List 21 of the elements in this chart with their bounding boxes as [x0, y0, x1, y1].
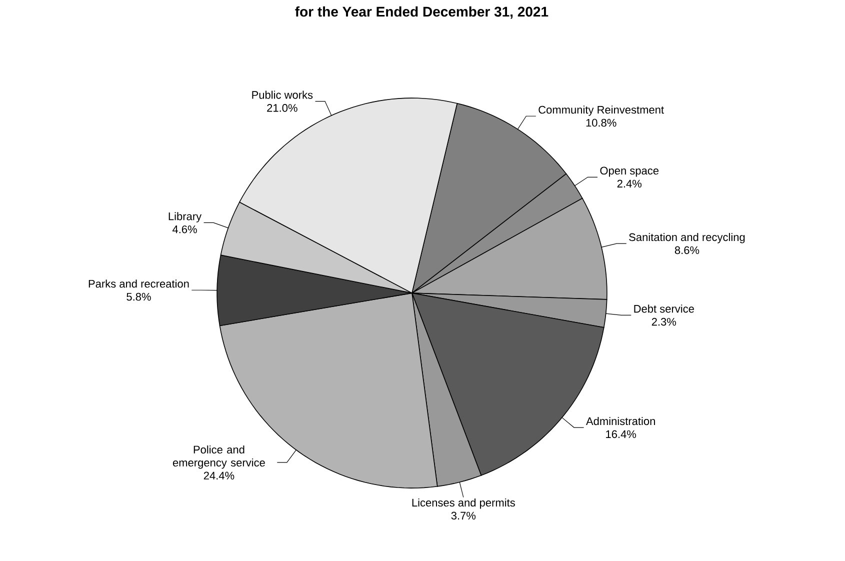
data-label: 10.8%: [586, 118, 616, 127]
slice-label: Licenses and permits: [412, 498, 515, 509]
data-label: 5.8%: [126, 292, 151, 301]
slice-label: Sanitation and recycling: [629, 233, 745, 244]
data-label: 2.4%: [617, 180, 642, 188]
data-label: 4.6%: [172, 225, 197, 234]
data-label: 16.4%: [606, 430, 636, 438]
data-label: 8.6%: [674, 246, 700, 254]
data-label: 24.4%: [204, 472, 234, 480]
slice-label: Debt service: [634, 304, 694, 313]
slice-label: Community Reinvestment: [538, 106, 664, 116]
slice-label: Public works: [252, 90, 313, 99]
slice-label: Library: [168, 212, 202, 222]
slice-label: Open space: [600, 166, 659, 177]
slice-label: Parks and recreation: [88, 280, 189, 288]
data-label: 21.0%: [267, 104, 298, 112]
data-label: 3.7%: [451, 512, 476, 520]
data-label: 2.3%: [652, 318, 676, 326]
slice-label: Administration: [586, 416, 655, 426]
slice-label: Police and emergency service: [172, 445, 265, 469]
chart-title: for the Year Ended December 31, 2021: [295, 6, 548, 19]
